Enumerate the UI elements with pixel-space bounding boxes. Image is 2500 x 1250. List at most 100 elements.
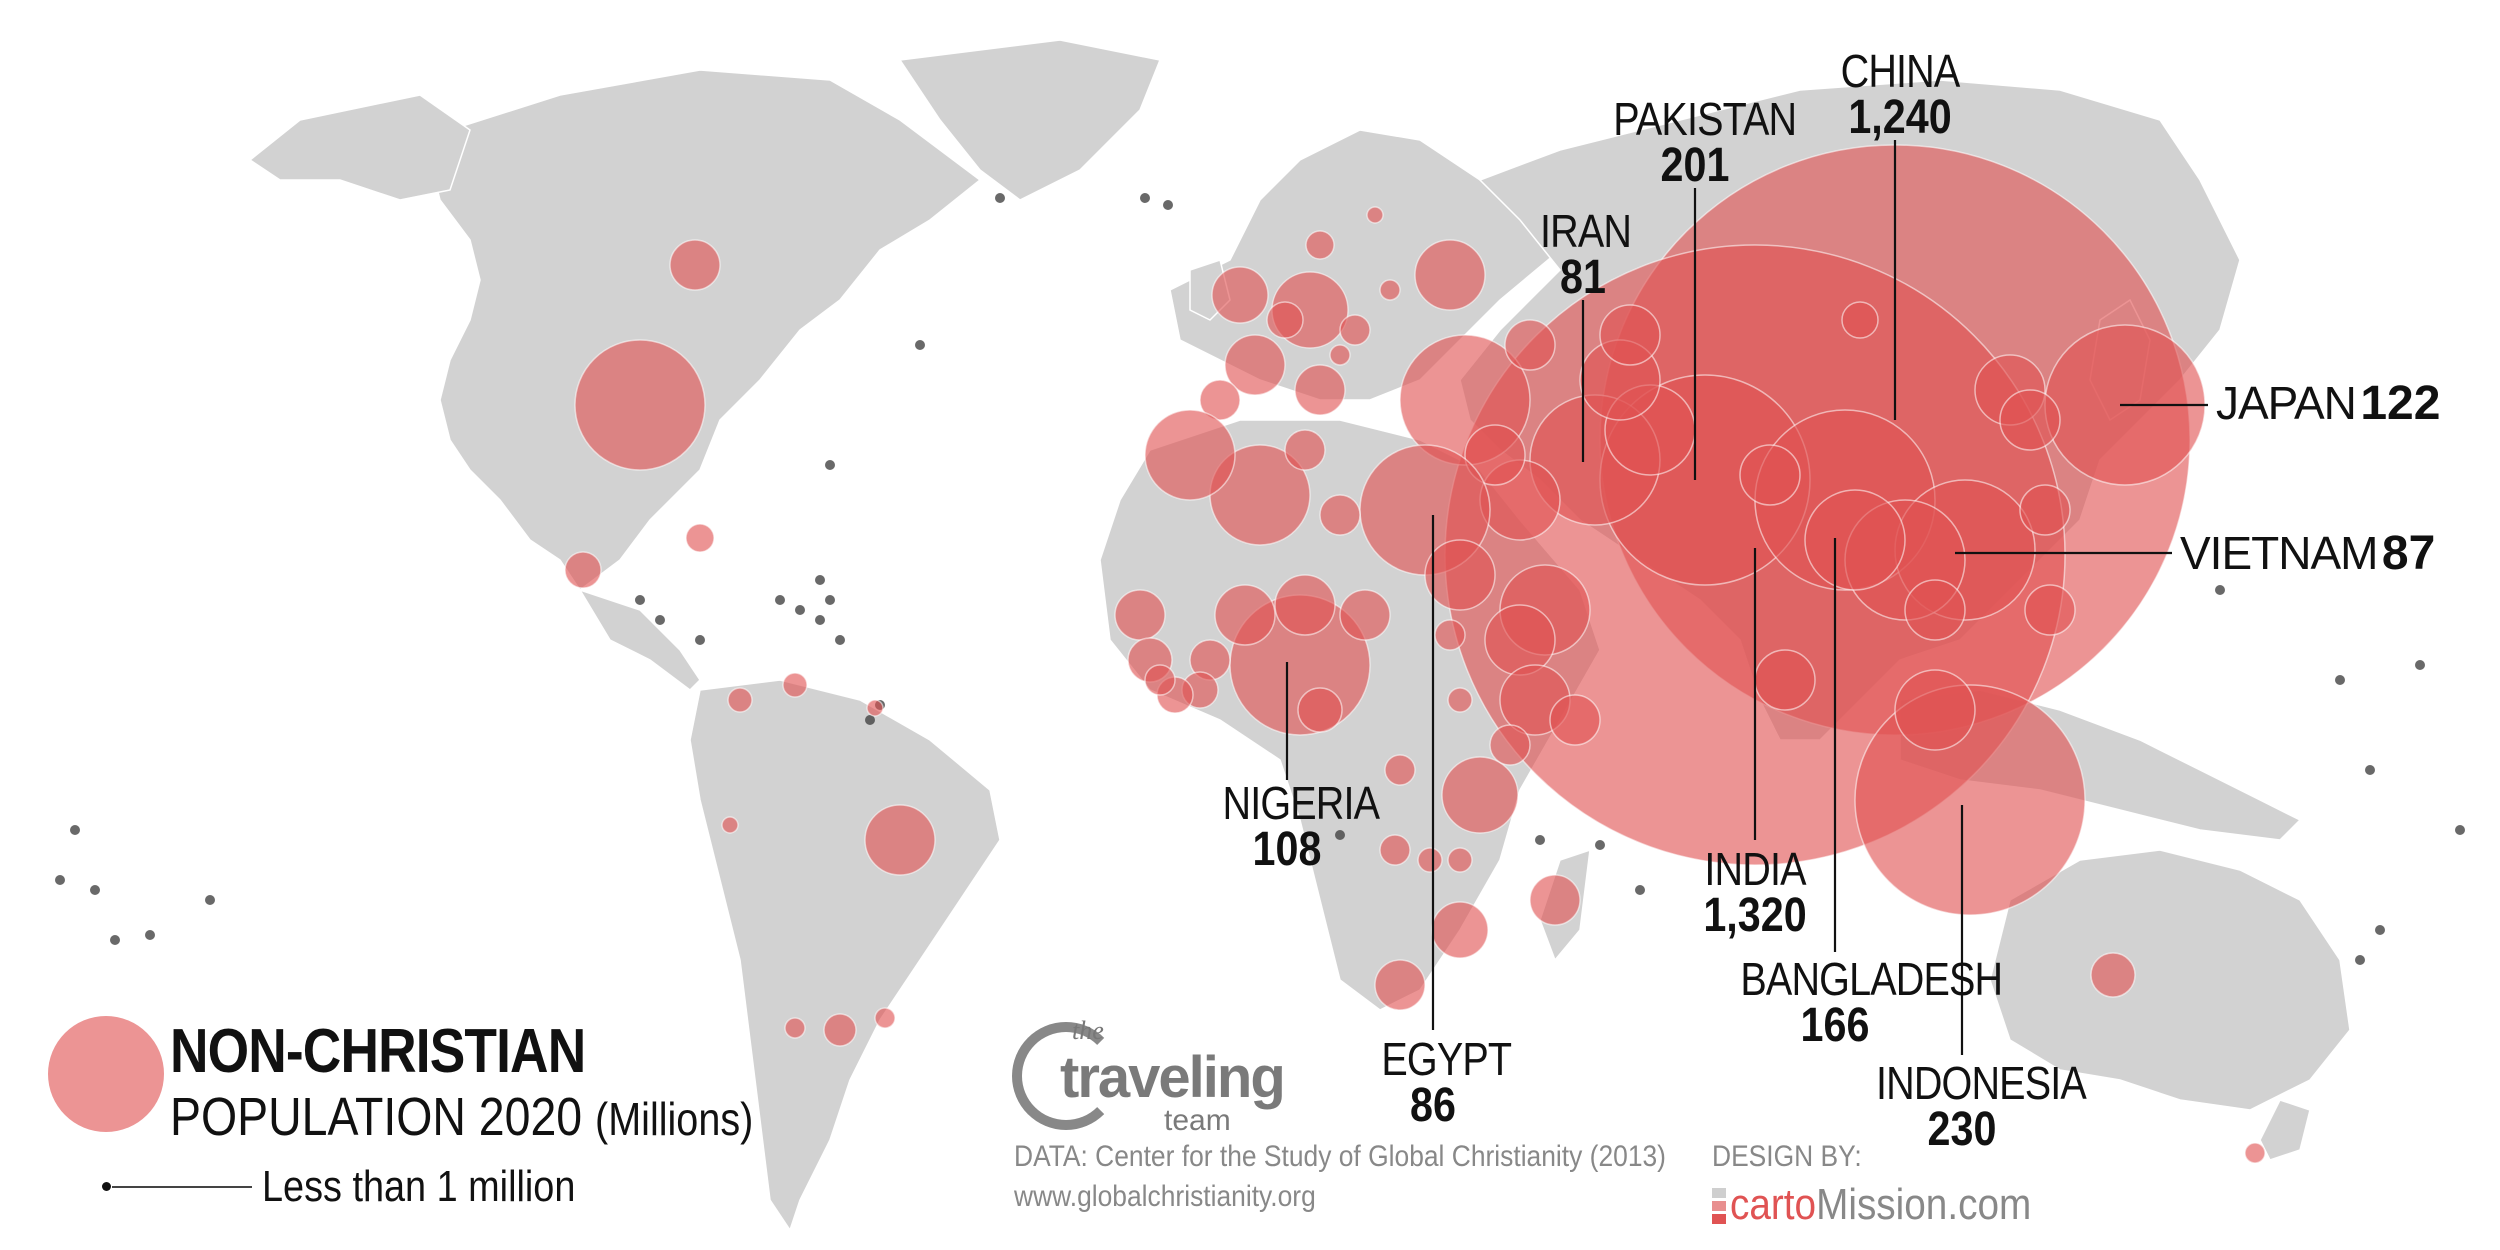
bubble-brazil (864, 804, 936, 876)
greenland (898, 39, 1162, 201)
small-dot (865, 715, 875, 725)
small-dot (1535, 835, 1545, 845)
bubble-guyana (866, 699, 884, 717)
designer-brand: cartoMission.com (1730, 1180, 2031, 1230)
data-source-credit: DATA: Center for the Study of Global Chr… (1014, 1140, 1666, 1173)
small-dot (2375, 925, 2385, 935)
small-dot (2355, 955, 2365, 965)
bubble-zambia (1417, 847, 1443, 873)
small-dot (635, 595, 645, 605)
bubble-sudan (1424, 539, 1496, 611)
logo-main-text: traveling (1060, 1045, 1286, 1110)
bubble-yemen (1484, 604, 1556, 676)
bubble-colombia (727, 687, 753, 713)
small-dot (995, 193, 1005, 203)
bubble-libya (1319, 494, 1361, 536)
australia (1989, 849, 2351, 1111)
label-bangladesh-name: BANGLADESH (1740, 953, 2003, 1005)
designer-brand-a: carto (1730, 1180, 1817, 1229)
logo-team-text: team (1164, 1104, 1231, 1137)
bubble-russia (1414, 239, 1486, 311)
bubble-tanzania (1441, 756, 1519, 834)
label-india-value: 1,320 (1703, 889, 1807, 942)
label-indonesia-value: 230 (1927, 1103, 1997, 1156)
bubble-senegal (1114, 589, 1166, 641)
label-indonesia-name: INDONESIA (1876, 1057, 2087, 1109)
bubble-sweden (1305, 230, 1335, 260)
bubble-mexico (564, 551, 602, 589)
bubble-mozambique (1431, 901, 1489, 959)
bubble-peru (721, 816, 739, 834)
bubble-ukraine (1504, 319, 1556, 371)
design-by-label: DESIGN BY: (1712, 1140, 1862, 1173)
bubble-syria (1464, 424, 1526, 486)
bubble-myanmar (1804, 489, 1906, 591)
small-dot (1163, 200, 1173, 210)
bubble-czech (1329, 344, 1351, 366)
small-dot (835, 635, 845, 645)
small-dot (70, 825, 80, 835)
bubble-argentina (823, 1013, 857, 1047)
small-dot (2365, 765, 2375, 775)
bubble-morocco (1144, 409, 1236, 501)
logo-ring (1012, 1022, 1120, 1130)
legend-subtitle: POPULATION 2020 (170, 1087, 583, 1147)
new-zealand (2259, 1099, 2311, 1161)
small-dot (2215, 585, 2225, 595)
bubble-belarus (1379, 279, 1401, 301)
bubble-cuba (685, 523, 715, 553)
alaska (248, 94, 471, 201)
bubble-italy (1294, 364, 1346, 416)
bubble-chile (784, 1017, 806, 1039)
bubble-philippines (2024, 584, 2076, 636)
small-dot (815, 615, 825, 625)
label-bangladesh: BANGLADESH 166 (1725, 953, 2003, 1050)
label-egypt-name: EGYPT (1381, 1033, 1512, 1085)
label-japan-value: 122 (2360, 377, 2441, 430)
bubble-mongolia (1841, 301, 1879, 339)
bubble-taiwan (2019, 484, 2071, 536)
label-china-value: 1,240 (1848, 91, 1952, 144)
bubble-niger (1274, 574, 1336, 636)
legend-title: NON-CHRISTIAN (170, 1017, 586, 1086)
bubble-finland (1366, 206, 1384, 224)
bubbles-layer (564, 144, 2266, 1164)
label-japan-name: JAPAN (2216, 377, 2357, 429)
label-nigeria-name: NIGERIA (1222, 777, 1381, 829)
legend-subtitle-row: POPULATION 2020 (Millions) (170, 1086, 753, 1148)
label-iran-name: IRAN (1540, 205, 1632, 257)
label-iran: IRAN 81 (1533, 208, 1633, 302)
leader-lines (1285, 140, 2208, 1055)
bubble-uruguay (874, 1007, 896, 1029)
bubble-south-africa (1374, 959, 1426, 1011)
bubble-poland (1339, 314, 1371, 346)
label-china-name: CHINA (1840, 45, 1961, 97)
designer-brand-b: Mission.com (1816, 1180, 2032, 1229)
small-dot (90, 885, 100, 895)
bubble-kenya (1489, 724, 1531, 766)
bubble-somalia (1549, 694, 1601, 746)
label-pakistan-name: PAKISTAN (1613, 93, 1797, 145)
label-egypt: EGYPT 86 (1373, 1033, 1512, 1130)
small-dots-layer (55, 193, 2465, 965)
label-nigeria-value: 108 (1252, 823, 1322, 876)
bubble-netherlands (1266, 301, 1304, 339)
label-vietnam-value: 87 (2381, 527, 2436, 580)
label-vietnam: VIETNAM 87 (2180, 530, 2435, 578)
label-pakistan-value: 201 (1660, 139, 1730, 192)
bubble-usa (574, 339, 706, 471)
small-dot (1635, 885, 1645, 895)
legend-small-dot-icon (102, 1182, 111, 1191)
small-dot (110, 935, 120, 945)
small-dot (1140, 193, 1150, 203)
label-india: INDIA 1,320 (1680, 846, 1830, 940)
small-dot (2335, 675, 2345, 685)
small-dot (795, 605, 805, 615)
bubble-korea-s (1999, 389, 2061, 451)
bubble-sri-lanka (1754, 649, 1816, 711)
small-dot (1595, 840, 1605, 850)
central-america (578, 588, 701, 691)
traveling-team-logo: the traveling team (1012, 1016, 1302, 1138)
bubble-malawi (1447, 847, 1473, 873)
